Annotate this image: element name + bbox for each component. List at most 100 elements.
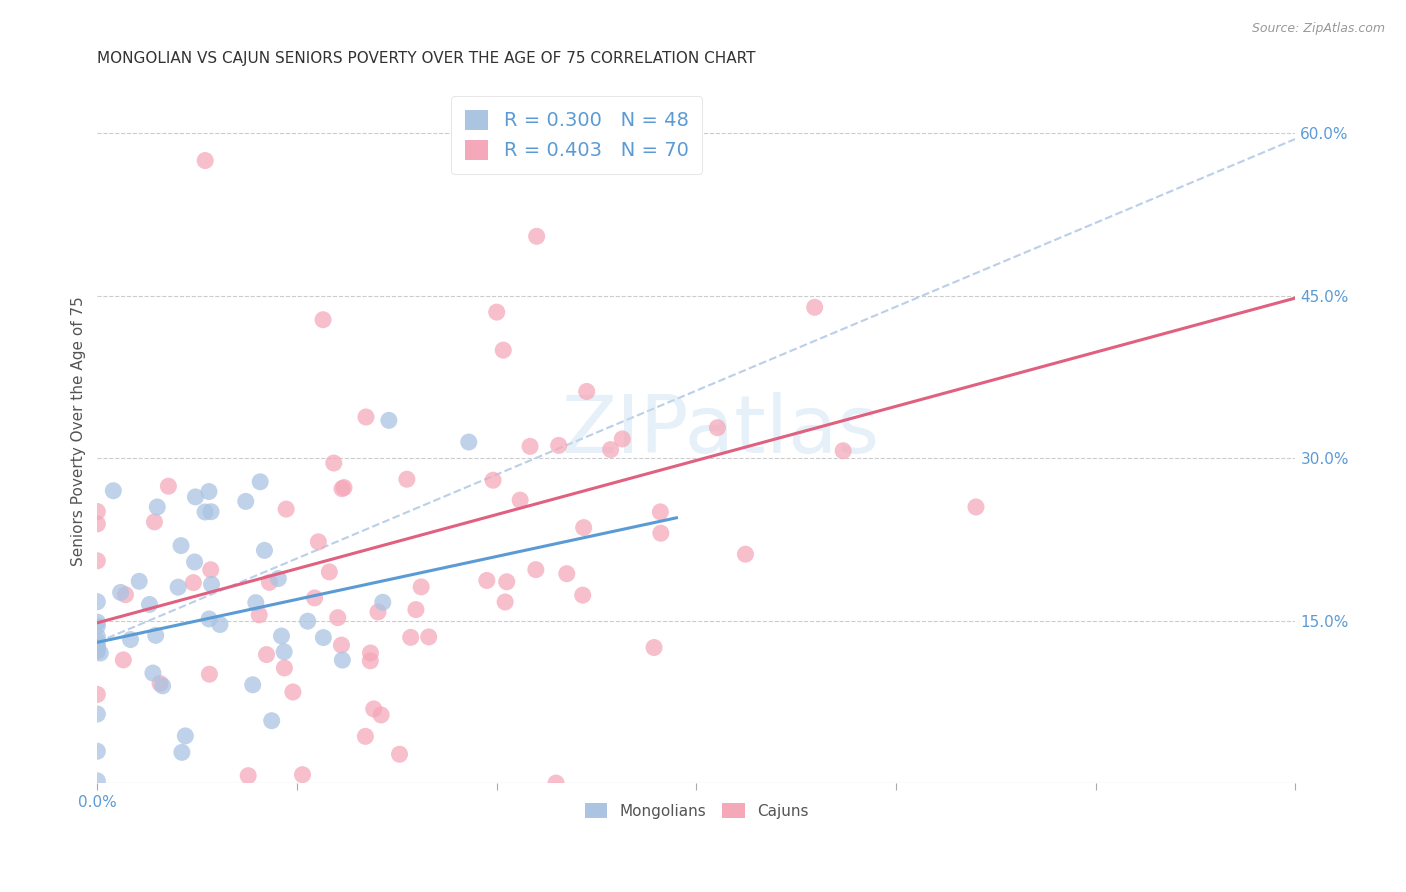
Point [103,483,125,498]
Point [509,493,531,508]
Point [208,617,231,632]
Point [330,653,353,667]
Point [318,565,340,579]
Point [273,645,295,659]
Point [86,619,108,633]
Point [128,574,150,589]
Point [145,628,167,642]
Point [519,439,541,453]
Point [120,632,142,647]
Point [235,494,257,508]
Point [86,642,108,657]
Point [273,661,295,675]
Point [281,685,304,699]
Point [803,300,825,314]
Point [86,640,108,654]
Point [86,595,108,609]
Text: MONGOLIAN VS CAJUN SENIORS POVERTY OVER THE AGE OF 75 CORRELATION CHART: MONGOLIAN VS CAJUN SENIORS POVERTY OVER … [97,51,756,66]
Point [411,580,433,594]
Point [371,595,394,609]
Point [86,773,108,788]
Point [354,409,377,424]
Point [110,585,132,599]
Text: Source: ZipAtlas.com: Source: ZipAtlas.com [1251,22,1385,36]
Point [86,639,108,653]
Point [256,648,278,662]
Point [575,384,598,399]
Point [267,572,290,586]
Text: ZIPatlas: ZIPatlas [561,392,879,470]
Point [86,644,108,658]
Point [524,563,547,577]
Point [307,534,329,549]
Point [360,646,382,660]
Point [330,638,353,652]
Point [544,776,567,790]
Point [194,153,217,168]
Point [260,714,283,728]
Point [198,612,221,626]
Point [571,588,593,602]
Point [86,554,108,568]
Point [485,305,508,319]
Point [547,438,569,452]
Point [270,629,292,643]
Point [249,475,271,489]
Point [650,505,672,519]
Point [297,614,319,628]
Point [200,563,222,577]
Point [643,640,665,655]
Point [146,500,169,514]
Point [312,312,335,326]
Point [253,543,276,558]
Point [138,598,160,612]
Point [170,745,193,759]
Point [114,588,136,602]
Point [242,678,264,692]
Point [367,605,389,619]
Point [200,505,222,519]
Point [200,577,222,591]
Point [495,574,517,589]
Point [555,566,578,581]
Point [492,343,515,358]
Point [494,595,516,609]
Point [388,747,411,762]
Point [194,505,217,519]
Point [183,575,205,590]
Point [330,482,353,496]
Point [832,443,855,458]
Point [526,229,548,244]
Point [482,473,505,487]
Point [198,667,221,681]
Point [612,432,634,446]
Point [276,502,298,516]
Point [247,607,270,622]
Point [184,490,207,504]
Point [650,526,672,541]
Point [378,413,401,427]
Point [89,646,111,660]
Point [359,654,381,668]
Point [157,479,180,493]
Point [572,520,595,534]
Point [167,580,190,594]
Point [259,575,281,590]
Point [706,420,728,434]
Y-axis label: Seniors Poverty Over the Age of 75: Seniors Poverty Over the Age of 75 [72,296,86,566]
Point [238,769,260,783]
Point [399,631,422,645]
Point [363,702,385,716]
Point [291,767,314,781]
Point [143,515,166,529]
Point [326,610,349,624]
Point [86,706,108,721]
Point [965,500,987,514]
Point [183,555,205,569]
Point [149,676,172,690]
Point [312,631,335,645]
Point [170,539,193,553]
Point [142,666,165,681]
Point [245,596,267,610]
Point [354,730,377,744]
